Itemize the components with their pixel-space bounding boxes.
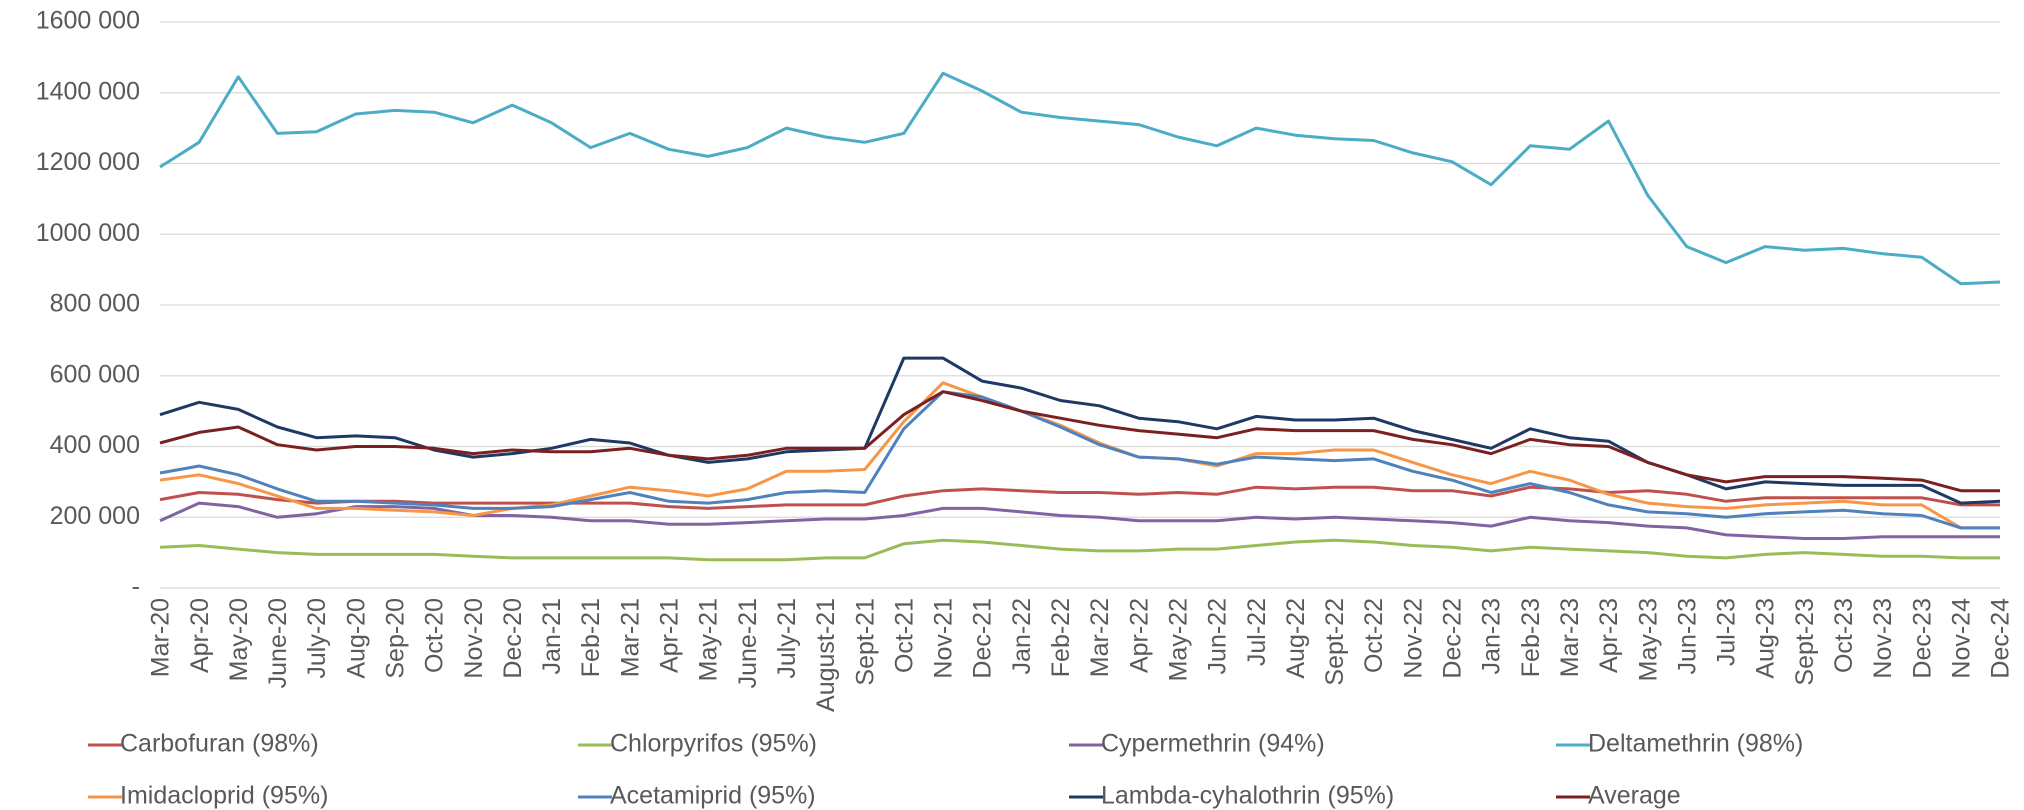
x-tick-label: May-22 [1164, 598, 1192, 681]
x-tick-label: Oct-22 [1360, 598, 1388, 673]
x-tick-label: Feb-21 [577, 598, 605, 677]
x-tick-label: Nov-20 [460, 598, 488, 679]
series-line [159, 485, 2000, 510]
x-tick-label: Dec-20 [499, 598, 527, 679]
series-line [159, 381, 2000, 530]
series-line [159, 390, 2000, 530]
x-tick-label: Apr-23 [1595, 598, 1623, 673]
x-tick-label: May-20 [225, 598, 253, 681]
x-tick-label: Jun-23 [1673, 598, 1701, 674]
x-tick-label: Aug-22 [1282, 598, 1310, 679]
x-tick-label: Oct-20 [421, 598, 449, 673]
x-tick-label: Jun-22 [1204, 598, 1232, 674]
x-tick-label: Sep-20 [382, 598, 410, 679]
legend-label: Average [1588, 782, 1681, 810]
x-tick-label: July-20 [303, 598, 331, 679]
series-line [159, 538, 2000, 562]
x-tick-label: Apr-20 [186, 598, 214, 673]
x-tick-label: May-23 [1634, 598, 1662, 681]
y-tick-label: 1600 000 [36, 7, 140, 35]
x-tick-label: Feb-22 [1047, 598, 1075, 677]
x-tick-label: Feb-23 [1517, 598, 1545, 677]
legend-label: Cypermethrin (94%) [1101, 730, 1325, 758]
y-tick-label: 1000 000 [36, 219, 140, 247]
x-tick-label: Nov-24 [1947, 598, 1975, 679]
x-tick-label: Aug-23 [1752, 598, 1780, 679]
x-tick-label: Dec-24 [1987, 598, 2015, 679]
x-tick-label: June-20 [264, 598, 292, 688]
x-tick-label: August-21 [812, 598, 840, 712]
y-tick-label: 600 000 [50, 360, 140, 388]
x-tick-label: June-21 [734, 598, 762, 688]
x-tick-label: Jan-21 [538, 598, 566, 674]
legend-label: Imidacloprid (95%) [120, 782, 328, 810]
legend-label: Acetamiprid (95%) [610, 782, 816, 810]
y-tick-label: 200 000 [50, 502, 140, 530]
x-tick-label: Jul-23 [1713, 598, 1741, 666]
legend-label: Deltamethrin (98%) [1588, 730, 1803, 758]
series-line [159, 71, 2001, 286]
y-tick-label: 1400 000 [36, 77, 140, 105]
x-tick-label: Sept-23 [1791, 598, 1819, 686]
legend-label: Chlorpyrifos (95%) [610, 730, 817, 758]
x-tick-label: Oct-21 [890, 598, 918, 673]
x-tick-label: May-21 [695, 598, 723, 681]
x-tick-label: Sept-21 [851, 598, 879, 686]
x-tick-label: Jan-23 [1478, 598, 1506, 674]
x-tick-label: Jan-22 [1008, 598, 1036, 674]
x-tick-label: Nov-22 [1399, 598, 1427, 679]
y-tick-label: - [132, 573, 140, 601]
x-tick-label: July-21 [773, 598, 801, 679]
x-tick-label: Mar-22 [1086, 598, 1114, 677]
x-tick-label: Dec-23 [1908, 598, 1936, 679]
x-tick-label: Mar-23 [1556, 598, 1584, 677]
x-tick-label: Jul-22 [1243, 598, 1271, 666]
series-line [159, 390, 2000, 493]
x-tick-label: Dec-21 [969, 598, 997, 679]
x-tick-label: Sept-22 [1321, 598, 1349, 686]
x-tick-label: Mar-21 [616, 598, 644, 677]
legend-label: Lambda-cyhalothrin (95%) [1101, 782, 1394, 810]
y-tick-label: 400 000 [50, 431, 140, 459]
x-tick-label: Apr-22 [1125, 598, 1153, 673]
x-tick-label: Dec-22 [1439, 598, 1467, 679]
y-tick-label: 800 000 [50, 290, 140, 318]
y-tick-label: 1200 000 [36, 148, 140, 176]
legend-label: Carbofuran (98%) [120, 730, 319, 758]
x-tick-label: Nov-23 [1869, 598, 1897, 679]
x-tick-label: Mar-20 [147, 598, 175, 677]
x-tick-label: Apr-21 [656, 598, 684, 673]
x-tick-label: Nov-21 [930, 598, 958, 679]
x-tick-label: Aug-20 [342, 598, 370, 679]
x-tick-label: Oct-23 [1830, 598, 1858, 673]
